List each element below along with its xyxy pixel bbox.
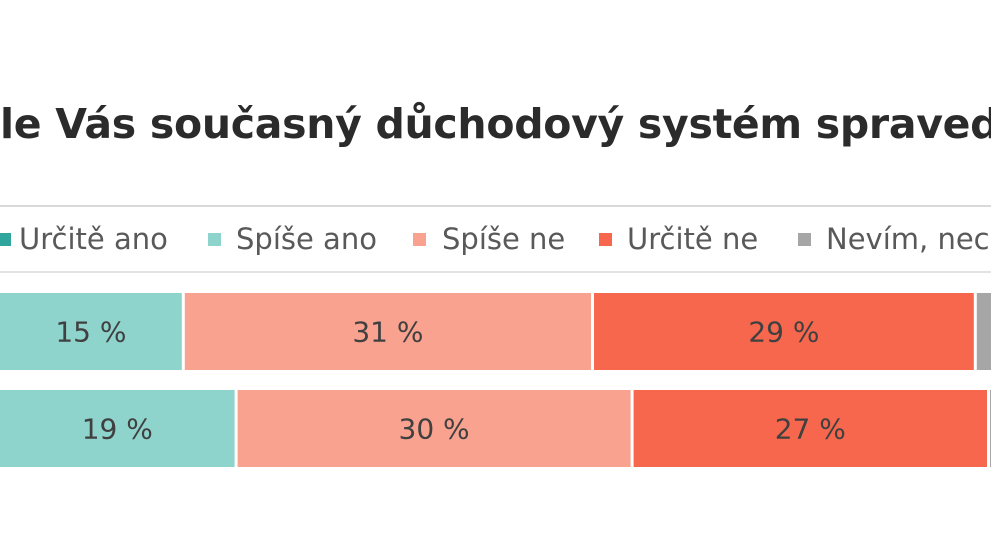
legend-label-spise-ano: Spíše ano	[236, 222, 377, 256]
data-label-urcite-ne-row-2: 27 %	[775, 413, 846, 446]
data-label-spise-ano-row-1: 15 %	[55, 316, 126, 349]
bar-spise-ano-row-1	[0, 293, 182, 370]
bar-urcite-ne-row-1	[594, 293, 974, 370]
legend-label-spise-ne: Spíše ne	[442, 222, 566, 256]
legend-swatch-urcite-ne	[599, 233, 612, 246]
data-label-spise-ano-row-2: 19 %	[82, 413, 153, 446]
bar-spise-ne-row-2	[237, 390, 631, 467]
legend-label-urcite-ne: Určitě ne	[627, 222, 759, 256]
data-label-urcite-ne-row-1: 29 %	[748, 316, 819, 349]
legend-swatch-urcite-ano	[0, 233, 11, 246]
bar-spise-ano-row-2	[0, 390, 235, 467]
bar-nevim-row-1	[976, 293, 991, 370]
bar-spise-ne-row-1	[184, 293, 592, 370]
legend-swatch-nevim	[798, 233, 811, 246]
legend-swatch-spise-ne	[413, 233, 426, 246]
data-label-spise-ne-row-1: 31 %	[352, 316, 423, 349]
legend-swatch-spise-ano	[208, 233, 221, 246]
legend-label-urcite-ano: Určitě ano	[19, 222, 168, 256]
data-label-spise-ne-row-2: 30 %	[399, 413, 470, 446]
legend	[0, 205, 991, 273]
bar-urcite-ne-row-2	[633, 390, 987, 467]
chart-title: le Vás současný důchodový systém spraved…	[0, 100, 991, 148]
legend-label-nevim: Nevím, nec	[826, 222, 990, 256]
